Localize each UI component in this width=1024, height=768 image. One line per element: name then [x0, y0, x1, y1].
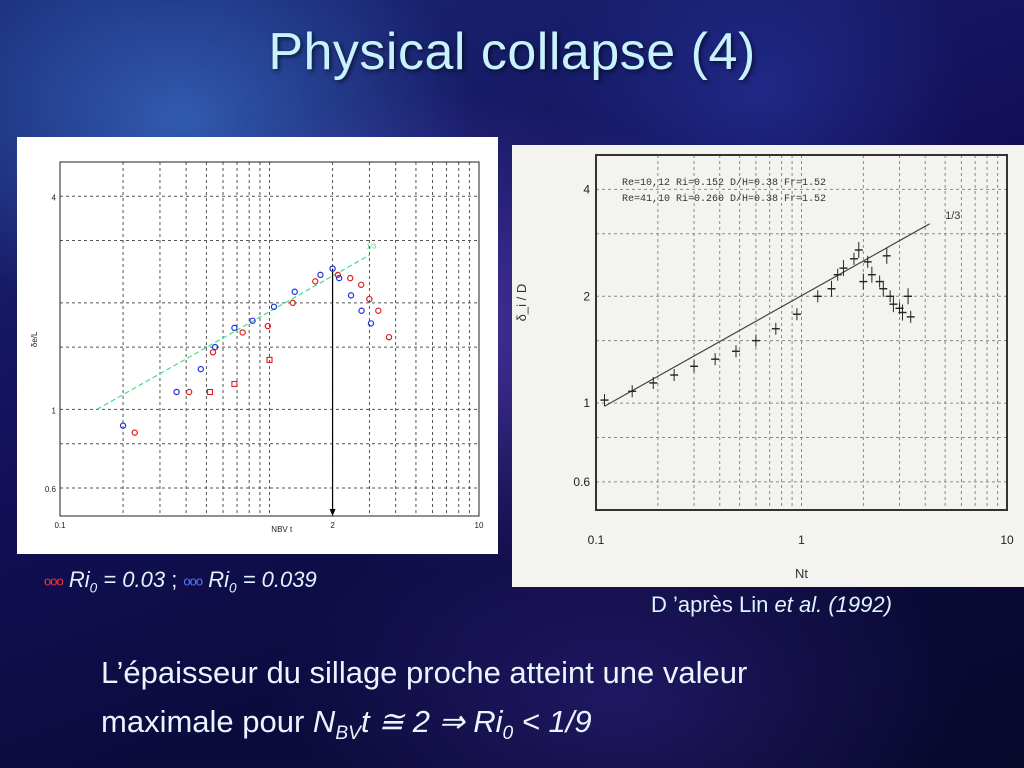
data-point-blue — [119, 422, 127, 429]
data-point-blue — [317, 271, 324, 279]
x-tick-label: 2 — [330, 521, 335, 530]
legend-marker-blue: ooo — [183, 573, 203, 589]
y-axis-label: δe/L — [30, 331, 39, 347]
data-point-red — [209, 349, 217, 356]
data-point-red — [385, 333, 393, 341]
y-tick-label: 1 — [52, 406, 57, 415]
x-tick-label: 1 — [798, 533, 805, 547]
math-n-sub: BV — [335, 723, 361, 745]
data-point-blue — [329, 265, 336, 272]
legend-red-value: = 0.03 — [97, 567, 166, 592]
math-ri: Ri — [473, 704, 503, 739]
legend-blue-sub: 0 — [229, 580, 237, 596]
legend-red-label: Ri — [68, 567, 90, 592]
conclusion-line-2-text: maximale pour — [101, 704, 313, 739]
x-tick-label: 0.1 — [54, 521, 66, 530]
y-tick-label: 1 — [583, 396, 590, 410]
data-point-red — [375, 307, 382, 314]
conclusion-line-2: maximale pour NBVt ≅ 2 ⇒ Ri0 < 1/9 — [101, 697, 981, 758]
data-point-blue — [249, 317, 256, 324]
x-tick-label: 0.1 — [588, 533, 605, 547]
x-axis-label: Nt — [795, 566, 808, 581]
data-point-red — [131, 429, 138, 436]
y-tick-label: 0.6 — [573, 475, 590, 489]
credit-authors: et al. (1992) — [774, 592, 892, 617]
data-point-red-square — [231, 380, 238, 388]
data-point-red — [312, 278, 319, 285]
data-point-blue — [335, 274, 343, 282]
data-point-red — [347, 274, 354, 282]
data-point-red — [264, 322, 272, 330]
data-point-red — [239, 329, 246, 336]
chart-left: 0.1 2 10 4 1 0.6 NBV t δe/L 1/3 — [30, 161, 484, 534]
chart-right: 0.1 1 10 4 2 1 0.6 Re=10,12 Ri=0.152 D/H=0.38 F… — [514, 154, 1014, 581]
fit-line-label: 1/3 — [366, 243, 376, 250]
data-point-blue — [211, 343, 219, 351]
data-point-red-square — [266, 356, 273, 363]
math-approx: ≅ 2 ⇒ — [369, 704, 474, 739]
data-point-blue — [197, 365, 205, 373]
legend-red-sub: 0 — [89, 580, 98, 596]
data-point-blue — [231, 324, 238, 332]
chart-legend-line: Re=41,10 Ri=0.260 D/H=0.38 Fr=1.52 — [622, 193, 826, 205]
source-credit: D ’après Lin et al. (1992) — [651, 592, 892, 618]
math-n: N — [312, 704, 336, 739]
data-point-blue — [347, 292, 355, 299]
conclusion-text: L’épaisseur du sillage proche atteint un… — [101, 648, 981, 758]
plot-frame — [595, 154, 1008, 511]
data-point-red — [334, 271, 342, 279]
fit-line-label: 1/3 — [945, 210, 960, 222]
credit-prefix: D ’après Lin — [651, 592, 775, 617]
marker-arrow-head — [329, 509, 336, 516]
math-ri-sub: 0 — [502, 723, 514, 745]
legend-blue-value: = 0.039 — [236, 567, 317, 592]
y-tick-label: 0.6 — [45, 485, 57, 494]
legend-separator: ; — [165, 567, 184, 592]
data-point-red — [357, 281, 365, 288]
data-point-red — [366, 295, 373, 303]
chart-left-panel: 0.1 2 10 4 1 0.6 NBV t δe/L 1/3 — [17, 137, 498, 554]
slide-title: Physical collapse (4) — [268, 23, 756, 81]
legend-blue-label: Ri — [208, 567, 230, 592]
y-axis-label: δ_i / D — [514, 284, 529, 322]
math-t: t — [360, 704, 370, 739]
fit-line — [96, 254, 370, 410]
data-point-blue — [358, 307, 365, 314]
conclusion-line-1: L’épaisseur du sillage proche atteint un… — [101, 655, 748, 690]
data-point-blue — [270, 303, 278, 310]
math-ineq: < 1/9 — [513, 704, 592, 739]
data-point-blue — [173, 388, 180, 396]
chart-legend: ooo Ri0 = 0.03 ; ooo Ri0 = 0.039 — [44, 567, 317, 595]
x-tick-label: 10 — [1000, 533, 1014, 547]
data-point-red-square — [206, 388, 214, 396]
data-point-red — [185, 388, 193, 396]
plot-frame — [59, 161, 480, 517]
y-tick-label: 2 — [583, 289, 590, 303]
x-tick-label: 10 — [475, 521, 484, 530]
data-point-red — [289, 299, 297, 307]
chart-legend-line: Re=10,12 Ri=0.152 D/H=0.38 Fr=1.52 — [622, 177, 826, 189]
y-tick-label: 4 — [52, 193, 57, 202]
x-axis-label: NBV t — [271, 525, 293, 534]
y-tick-label: 4 — [583, 182, 590, 196]
fit-line — [604, 223, 930, 407]
legend-marker-red: ooo — [44, 573, 64, 589]
data-point-blue — [291, 288, 298, 295]
data-point-blue — [367, 320, 375, 327]
chart-right-panel: 0.1 1 10 4 2 1 0.6 Re=10,12 Ri=0.152 D/H=0.38 F… — [512, 145, 1024, 587]
